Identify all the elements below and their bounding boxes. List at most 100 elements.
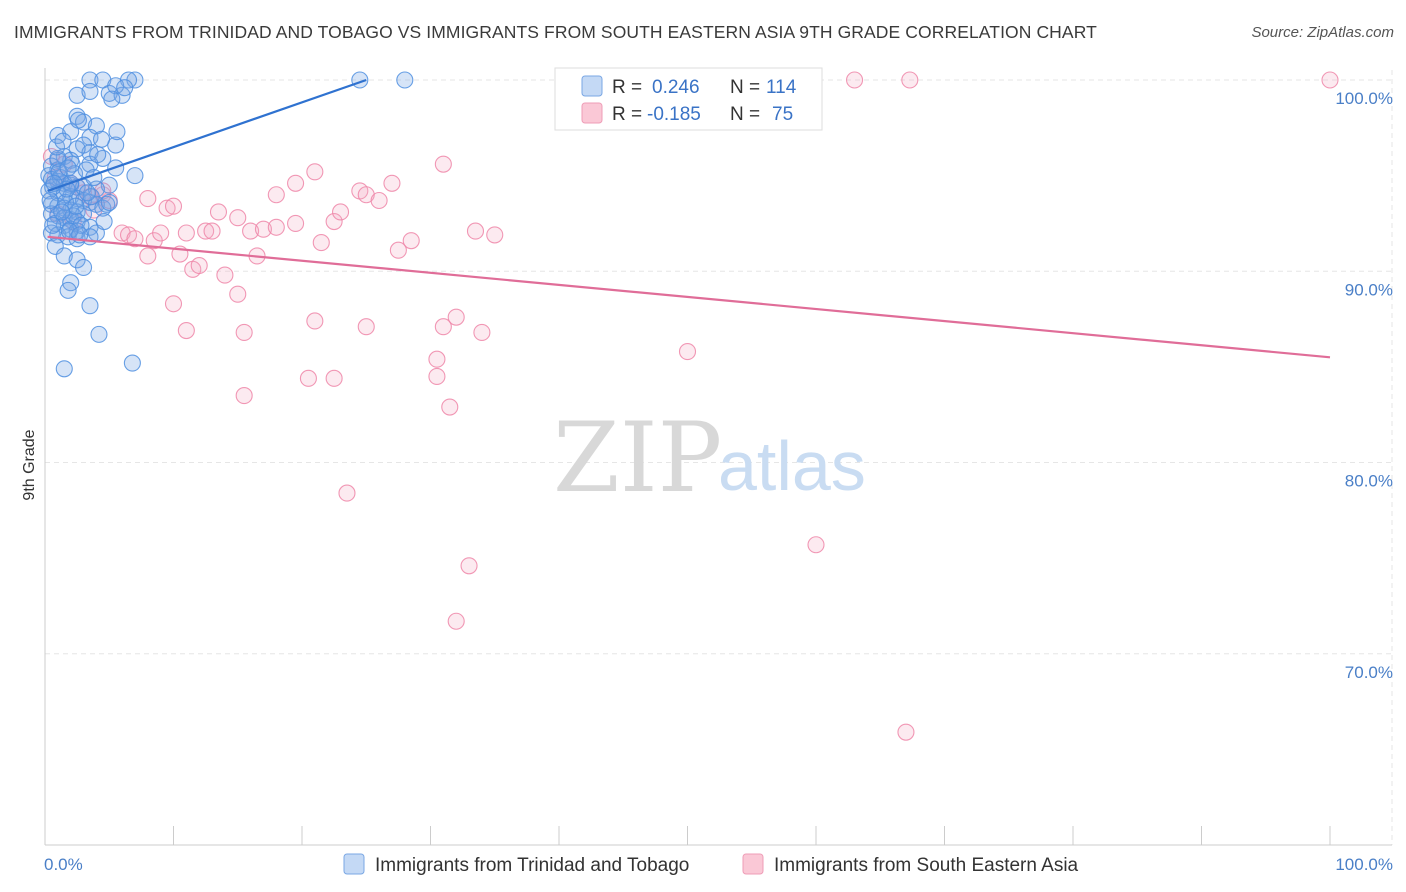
point-se-asia-62 bbox=[428, 350, 446, 368]
point-se-asia-66 bbox=[428, 367, 446, 385]
bottom-legend-swatch-pink bbox=[742, 853, 764, 875]
point-trinidad-69 bbox=[55, 360, 73, 378]
point-se-asia-1 bbox=[901, 71, 919, 89]
legend-r-value-2: -0.185 bbox=[647, 104, 701, 125]
point-se-asia-32 bbox=[325, 212, 343, 231]
point-se-asia-28 bbox=[254, 220, 273, 238]
point-se-asia-36 bbox=[370, 191, 388, 210]
point-se-asia-71 bbox=[807, 536, 825, 554]
tick-labels: 100.0% 90.0% 80.0% 70.0% 0.0% 100.0% bbox=[44, 89, 1393, 874]
legend-r-value-1: 0.246 bbox=[652, 77, 700, 98]
watermark-atlas: atlas bbox=[718, 427, 866, 505]
point-se-asia-0 bbox=[845, 71, 864, 89]
x-tick-label-1: 100.0% bbox=[1335, 855, 1393, 874]
point-se-asia-59 bbox=[447, 308, 465, 326]
point-se-asia-70 bbox=[447, 612, 465, 630]
point-se-asia-65 bbox=[325, 369, 343, 387]
bottom-legend-label-blue: Immigrants from Trinidad and Tobago bbox=[375, 855, 689, 876]
point-trinidad-62 bbox=[55, 247, 73, 265]
point-trinidad-75 bbox=[100, 176, 118, 194]
point-trinidad-64 bbox=[75, 258, 93, 276]
series-legend: Immigrants from Trinidad and Tobago Immi… bbox=[343, 853, 1079, 876]
point-se-asia-54 bbox=[177, 321, 195, 340]
point-se-asia-2 bbox=[1321, 71, 1339, 89]
source-label: Source: ZipAtlas.com bbox=[1251, 24, 1394, 41]
point-se-asia-31 bbox=[312, 234, 330, 252]
stats-legend: R = 0.246 N = 114 R = -0.185 N = 75 bbox=[554, 67, 823, 131]
point-trinidad-111 bbox=[59, 159, 77, 177]
legend-n-value-2: 75 bbox=[772, 104, 793, 125]
legend-r-label-1: R = bbox=[612, 77, 642, 98]
point-trinidad-88 bbox=[41, 191, 59, 210]
legend-swatch-blue bbox=[581, 75, 603, 97]
point-trinidad-103 bbox=[44, 216, 62, 234]
point-trinidad-71 bbox=[126, 167, 144, 185]
point-se-asia-27 bbox=[242, 222, 260, 240]
point-se-asia-23 bbox=[158, 199, 176, 217]
chart-title: IMMIGRANTS FROM TRINIDAD AND TOBAGO VS I… bbox=[14, 22, 1097, 42]
point-se-asia-46 bbox=[139, 247, 157, 265]
point-se-asia-42 bbox=[267, 186, 285, 204]
watermark-zip: ZIP bbox=[553, 402, 722, 514]
point-trinidad-107 bbox=[116, 79, 134, 97]
point-trinidad-113 bbox=[95, 212, 113, 231]
point-se-asia-72 bbox=[897, 723, 915, 741]
point-se-asia-19 bbox=[152, 224, 170, 242]
point-trinidad-95 bbox=[54, 132, 72, 150]
point-se-asia-37 bbox=[383, 174, 401, 192]
point-se-asia-45 bbox=[486, 226, 504, 244]
y-axis-label: 9th Grade bbox=[21, 429, 38, 500]
legend-n-label-2: N = bbox=[730, 104, 760, 125]
point-se-asia-21 bbox=[197, 222, 215, 240]
point-se-asia-43 bbox=[434, 155, 452, 173]
point-se-asia-50 bbox=[216, 266, 234, 284]
y-tick-label-1: 90.0% bbox=[1345, 280, 1393, 299]
point-trinidad-96 bbox=[69, 111, 87, 129]
point-se-asia-33 bbox=[331, 203, 350, 221]
bottom-legend-swatch-blue bbox=[343, 853, 365, 875]
point-se-asia-56 bbox=[306, 312, 324, 330]
point-trinidad-94 bbox=[48, 138, 66, 156]
point-se-asia-17 bbox=[126, 230, 144, 248]
point-se-asia-53 bbox=[164, 295, 183, 313]
series-trinidad-and-tobago bbox=[40, 71, 414, 378]
x-tick-label-0: 0.0% bbox=[44, 855, 83, 874]
bottom-legend-label-pink: Immigrants from South Eastern Asia bbox=[774, 855, 1079, 876]
y-tick-label-2: 80.0% bbox=[1345, 472, 1393, 491]
point-trinidad-4 bbox=[68, 86, 86, 104]
point-trinidad-5 bbox=[81, 82, 99, 101]
trend-line-se-asia bbox=[47, 235, 1331, 359]
point-se-asia-41 bbox=[287, 174, 305, 192]
point-trinidad-109 bbox=[396, 71, 414, 89]
legend-swatch-pink bbox=[581, 102, 603, 124]
legend-n-label-1: N = bbox=[730, 77, 760, 98]
y-tick-label-0: 100.0% bbox=[1335, 89, 1393, 108]
point-trinidad-104 bbox=[53, 203, 71, 221]
point-se-asia-25 bbox=[209, 203, 228, 221]
point-se-asia-29 bbox=[267, 218, 285, 236]
point-se-asia-49 bbox=[190, 256, 208, 275]
trend-line-trinidad bbox=[47, 78, 367, 192]
series-south-eastern-asia bbox=[42, 71, 1339, 741]
point-trinidad-79 bbox=[100, 193, 118, 211]
point-se-asia-55 bbox=[235, 323, 253, 342]
point-se-asia-38 bbox=[402, 232, 420, 250]
point-se-asia-58 bbox=[434, 318, 452, 336]
point-se-asia-20 bbox=[177, 224, 195, 242]
point-se-asia-63 bbox=[235, 387, 253, 405]
point-se-asia-24 bbox=[164, 197, 183, 215]
point-trinidad-66 bbox=[59, 281, 77, 299]
grid-lines bbox=[45, 70, 1393, 845]
point-trinidad-67 bbox=[81, 297, 99, 315]
point-trinidad-112 bbox=[78, 184, 96, 202]
point-trinidad-105 bbox=[92, 130, 111, 148]
point-se-asia-22 bbox=[203, 222, 221, 240]
trend-lines bbox=[47, 78, 1331, 359]
y-tick-label-3: 70.0% bbox=[1345, 663, 1393, 682]
legend-r-label-2: R = bbox=[612, 104, 642, 125]
point-se-asia-74 bbox=[139, 190, 157, 208]
point-se-asia-26 bbox=[229, 209, 247, 227]
legend-n-value-1: 114 bbox=[766, 77, 797, 98]
point-trinidad-108 bbox=[103, 90, 121, 108]
